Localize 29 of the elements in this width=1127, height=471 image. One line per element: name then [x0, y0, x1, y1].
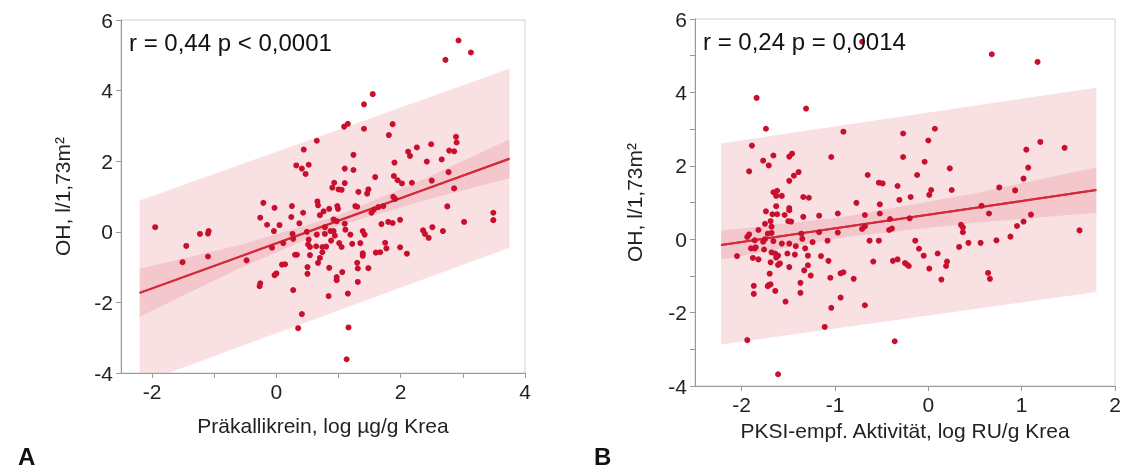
text: A [18, 442, 36, 470]
x-tick-label: 2 [1109, 393, 1121, 416]
x-tick-label: -2 [732, 393, 752, 416]
y-tick-label: 0 [101, 220, 113, 244]
y-axis-title: OH, l/1,73m² [623, 142, 646, 263]
x-tick-label: 4 [519, 380, 532, 403]
text: B [594, 442, 612, 470]
y-tick-label: 2 [101, 149, 113, 173]
x-tick-label: -2 [142, 380, 162, 403]
y-tick-label: 0 [675, 227, 687, 251]
x-axis-title: Präkallikrein, log µg/g Krea [197, 414, 450, 437]
y-tick-label: 6 [675, 7, 687, 31]
y-tick-label: 2 [675, 154, 687, 178]
y-tick-label: 6 [101, 8, 113, 32]
y-tick-label: -4 [94, 361, 114, 385]
y-tick-label: 4 [101, 79, 114, 103]
x-tick-label: 1 [1015, 393, 1028, 416]
y-tick-label: 4 [675, 80, 688, 104]
annotation: r = 0,44 p < 0,0001 [129, 28, 332, 56]
y-tick-label: -2 [668, 301, 687, 325]
x-axis-title: PKSI-empf. Aktivität, log RU/g Krea [740, 418, 1070, 442]
y-tick-label: -4 [668, 374, 688, 398]
y-axis-title: OH, l/1,73m² [51, 136, 74, 257]
x-tick-label: 2 [394, 380, 407, 403]
y-tick-label: -2 [94, 290, 113, 314]
annotation: r = 0,24 p = 0,0014 [703, 27, 906, 55]
x-tick-label: 0 [922, 393, 935, 416]
x-tick-label: -1 [825, 393, 845, 416]
x-tick-label: 0 [270, 380, 283, 403]
